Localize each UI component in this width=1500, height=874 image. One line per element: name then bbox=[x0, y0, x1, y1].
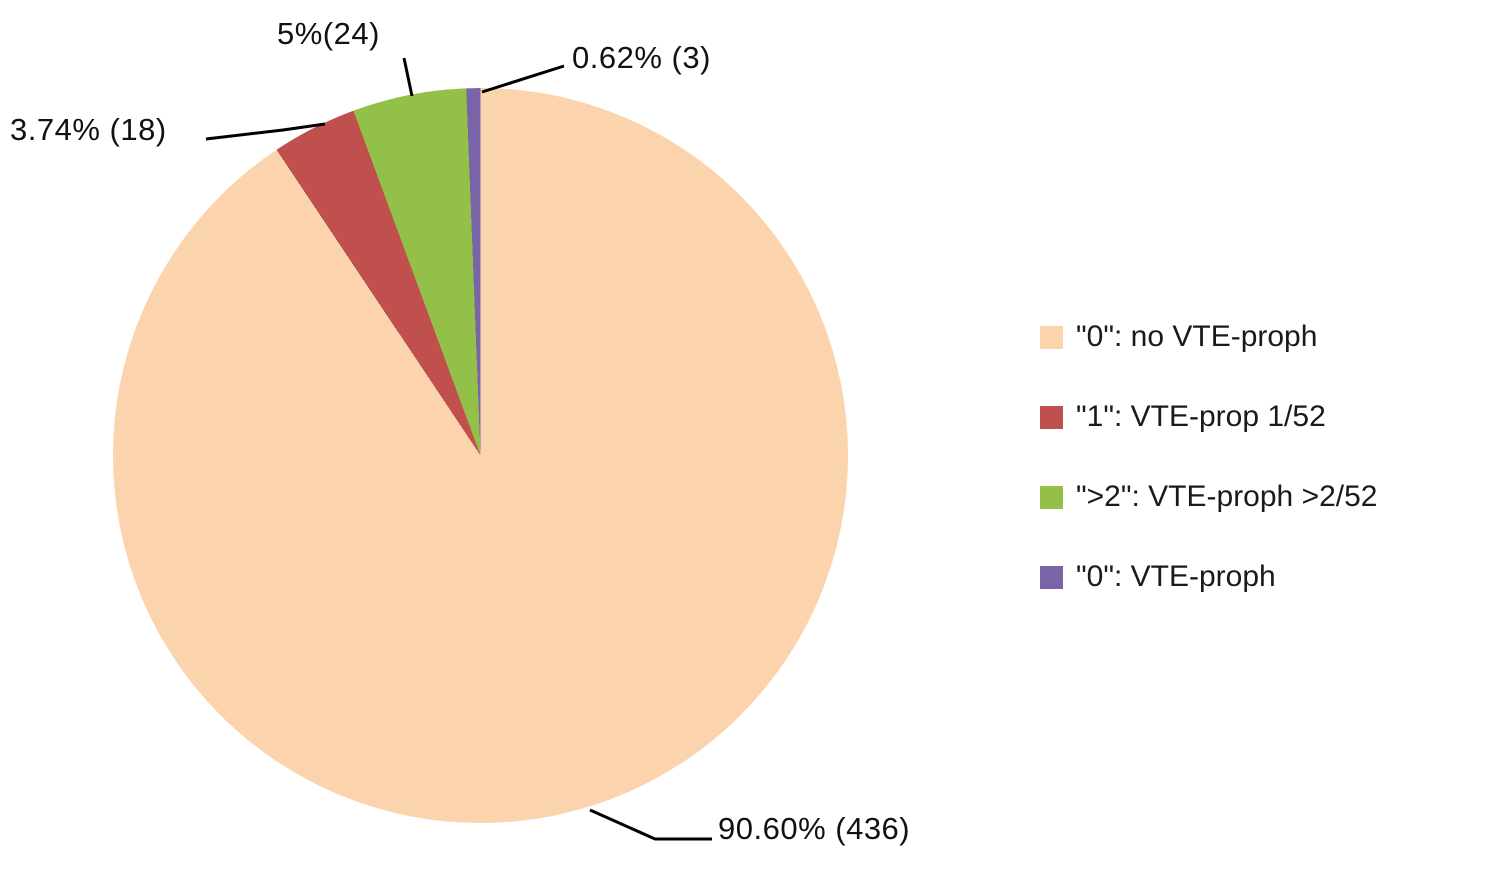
annotation-red-slice: 3.74% (18) bbox=[10, 112, 167, 147]
legend-label: "0": VTE-proph bbox=[1076, 560, 1276, 593]
legend-item-vte-proph-gt2-52: ">2": VTE-proph >2/52 bbox=[1040, 480, 1377, 514]
legend-label: "0": no VTE-proph bbox=[1076, 320, 1318, 353]
legend-item-no-vte-proph: "0": no VTE-proph bbox=[1040, 320, 1377, 354]
leader-line-peach-slice bbox=[589, 808, 712, 841]
legend-swatch-red-icon bbox=[1040, 405, 1063, 429]
legend: "0": no VTE-proph "1": VTE-prop 1/52 ">2… bbox=[1040, 320, 1377, 594]
annotation-peach-slice: 90.60% (436) bbox=[718, 811, 911, 846]
legend-swatch-purple-icon bbox=[1040, 565, 1063, 589]
pie-chart bbox=[113, 88, 848, 823]
leader-line-green-slice bbox=[402, 57, 414, 97]
legend-swatch-peach-icon bbox=[1040, 325, 1063, 349]
legend-label: "1": VTE-prop 1/52 bbox=[1076, 400, 1326, 433]
legend-item-vte-prop-1-52: "1": VTE-prop 1/52 bbox=[1040, 400, 1377, 434]
legend-label: ">2": VTE-proph >2/52 bbox=[1076, 480, 1378, 513]
legend-swatch-green-icon bbox=[1040, 485, 1063, 509]
legend-item-vte-proph: "0": VTE-proph bbox=[1040, 560, 1377, 594]
annotation-purple-slice: 0.62% (3) bbox=[572, 40, 711, 75]
annotation-green-slice: 5%(24) bbox=[277, 16, 380, 51]
